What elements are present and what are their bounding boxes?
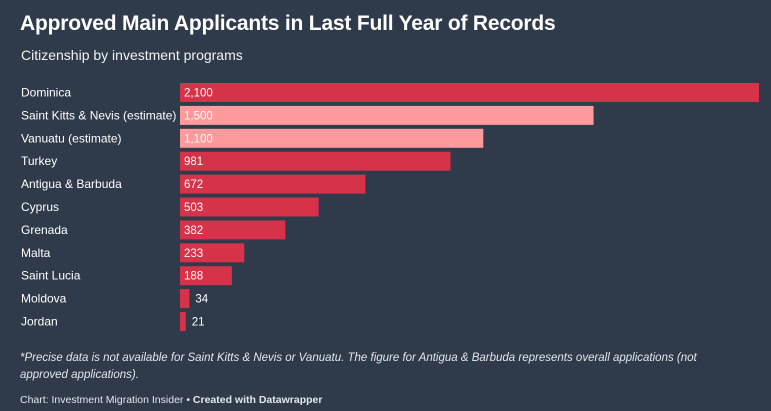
value-label: 672 — [184, 179, 203, 191]
chart-footnote: *Precise data is not available for Saint… — [20, 352, 697, 381]
value-label: 1,500 — [184, 110, 213, 122]
category-label: Grenada — [21, 223, 68, 237]
category-label: Cyprus — [21, 200, 59, 214]
datawrapper-credit-link[interactable]: Created with Datawrapper — [192, 394, 323, 406]
bar[interactable] — [180, 197, 319, 217]
bar[interactable] — [180, 266, 232, 286]
category-label: Turkey — [21, 154, 57, 168]
bar[interactable] — [180, 220, 286, 240]
category-label: Antigua & Barbuda — [21, 177, 122, 191]
value-label: 233 — [184, 248, 203, 260]
category-label: Dominica — [21, 86, 71, 100]
chart-footer: Chart: Investment Migration Insider • Cr… — [20, 394, 322, 406]
bar[interactable] — [180, 243, 245, 263]
bar[interactable] — [180, 289, 190, 309]
bar[interactable] — [180, 174, 366, 194]
category-label: Vanuatu (estimate) — [21, 131, 122, 145]
category-label: Saint Lucia — [21, 269, 81, 283]
footer-separator: • — [183, 394, 193, 406]
value-label: 1,100 — [184, 133, 213, 145]
value-label: 188 — [184, 271, 203, 283]
value-label: 2,100 — [184, 88, 213, 100]
bar[interactable] — [180, 105, 594, 125]
bar[interactable] — [180, 128, 484, 148]
category-label: Saint Kitts & Nevis (estimate) — [21, 108, 176, 122]
value-label: 503 — [184, 202, 203, 214]
bar-chart: Dominica 2,100 Saint Kitts & Nevis (estima… — [21, 83, 759, 331]
category-label: Jordan — [21, 315, 58, 329]
bar[interactable] — [180, 83, 759, 102]
chart-subtitle: Citizenship by investment programs — [21, 47, 243, 63]
bar[interactable] — [180, 151, 451, 171]
value-label: 382 — [184, 225, 203, 237]
bar[interactable] — [180, 312, 186, 331]
value-label: 34 — [195, 294, 208, 306]
category-label: Moldova — [21, 292, 67, 306]
category-label: Malta — [21, 246, 51, 260]
chart-title: Approved Main Applicants in Last Full Ye… — [20, 12, 556, 35]
value-label: 21 — [192, 317, 205, 329]
value-label: 981 — [184, 156, 203, 168]
source-label: Chart: Investment Migration Insider — [20, 394, 184, 406]
